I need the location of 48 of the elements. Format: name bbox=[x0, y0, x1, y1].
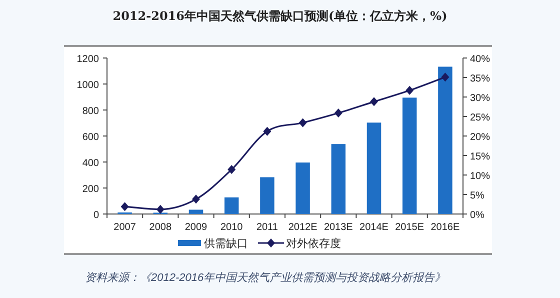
x-tick-label: 2008 bbox=[149, 222, 172, 233]
x-tick-label: 2007 bbox=[114, 222, 136, 233]
x-tick-label: 2013E bbox=[324, 222, 354, 233]
point bbox=[406, 86, 414, 95]
y-tick-label: 200 bbox=[82, 184, 100, 195]
x-tick-label: 2016E bbox=[430, 222, 460, 233]
x-tick-label: 2010 bbox=[220, 222, 244, 233]
legend-label: 对外依存度 bbox=[286, 237, 341, 250]
point bbox=[192, 194, 200, 204]
bar bbox=[260, 177, 274, 214]
bar bbox=[188, 210, 204, 214]
y2-tick-label: 30% bbox=[470, 93, 490, 104]
point bbox=[370, 97, 378, 106]
point bbox=[120, 202, 129, 212]
y2-tick-label: 0% bbox=[470, 210, 485, 221]
bar bbox=[438, 66, 452, 214]
y2-tick-label: 5% bbox=[470, 190, 485, 202]
bar bbox=[366, 122, 382, 214]
bar bbox=[296, 162, 310, 214]
x-tick-label: 2012E bbox=[288, 222, 318, 233]
legend-label: 供需缺口 bbox=[204, 237, 248, 250]
point bbox=[441, 72, 450, 82]
y2-tick-label: 10% bbox=[470, 171, 490, 182]
y2-tick-label: 20% bbox=[470, 132, 490, 143]
y2-tick-label: 40% bbox=[470, 54, 490, 65]
point bbox=[156, 204, 164, 214]
y2-tick-label: 25% bbox=[470, 112, 490, 124]
y-tick-label: 600 bbox=[82, 132, 100, 143]
y-tick-label: 800 bbox=[82, 106, 100, 117]
y-tick-label: 400 bbox=[82, 158, 100, 169]
x-tick-label: 2015E bbox=[395, 222, 424, 233]
point bbox=[298, 118, 307, 128]
y-tick-label: 1200 bbox=[76, 54, 100, 65]
point bbox=[263, 126, 272, 136]
bar bbox=[224, 197, 239, 214]
y-tick-label: 0 bbox=[93, 210, 100, 221]
bar bbox=[331, 144, 346, 214]
y-tick-label: 1000 bbox=[76, 80, 100, 91]
bar bbox=[402, 98, 417, 214]
point bbox=[228, 165, 236, 174]
x-tick-label: 2009 bbox=[184, 222, 208, 233]
x-tick-label: 2011 bbox=[256, 222, 278, 233]
y2-tick-label: 15% bbox=[470, 152, 490, 162]
y2-tick-label: 35% bbox=[470, 74, 490, 84]
point bbox=[334, 108, 342, 118]
chart-title: 2012-2016年中国天然气供需缺口预测(单位：亿立方米，%) bbox=[112, 9, 448, 23]
text: 资料来源：《2012-2016年中国天然气产业供需预测与投资战略分析报告》 bbox=[85, 271, 446, 284]
x-tick-label: 2014E bbox=[360, 222, 389, 233]
